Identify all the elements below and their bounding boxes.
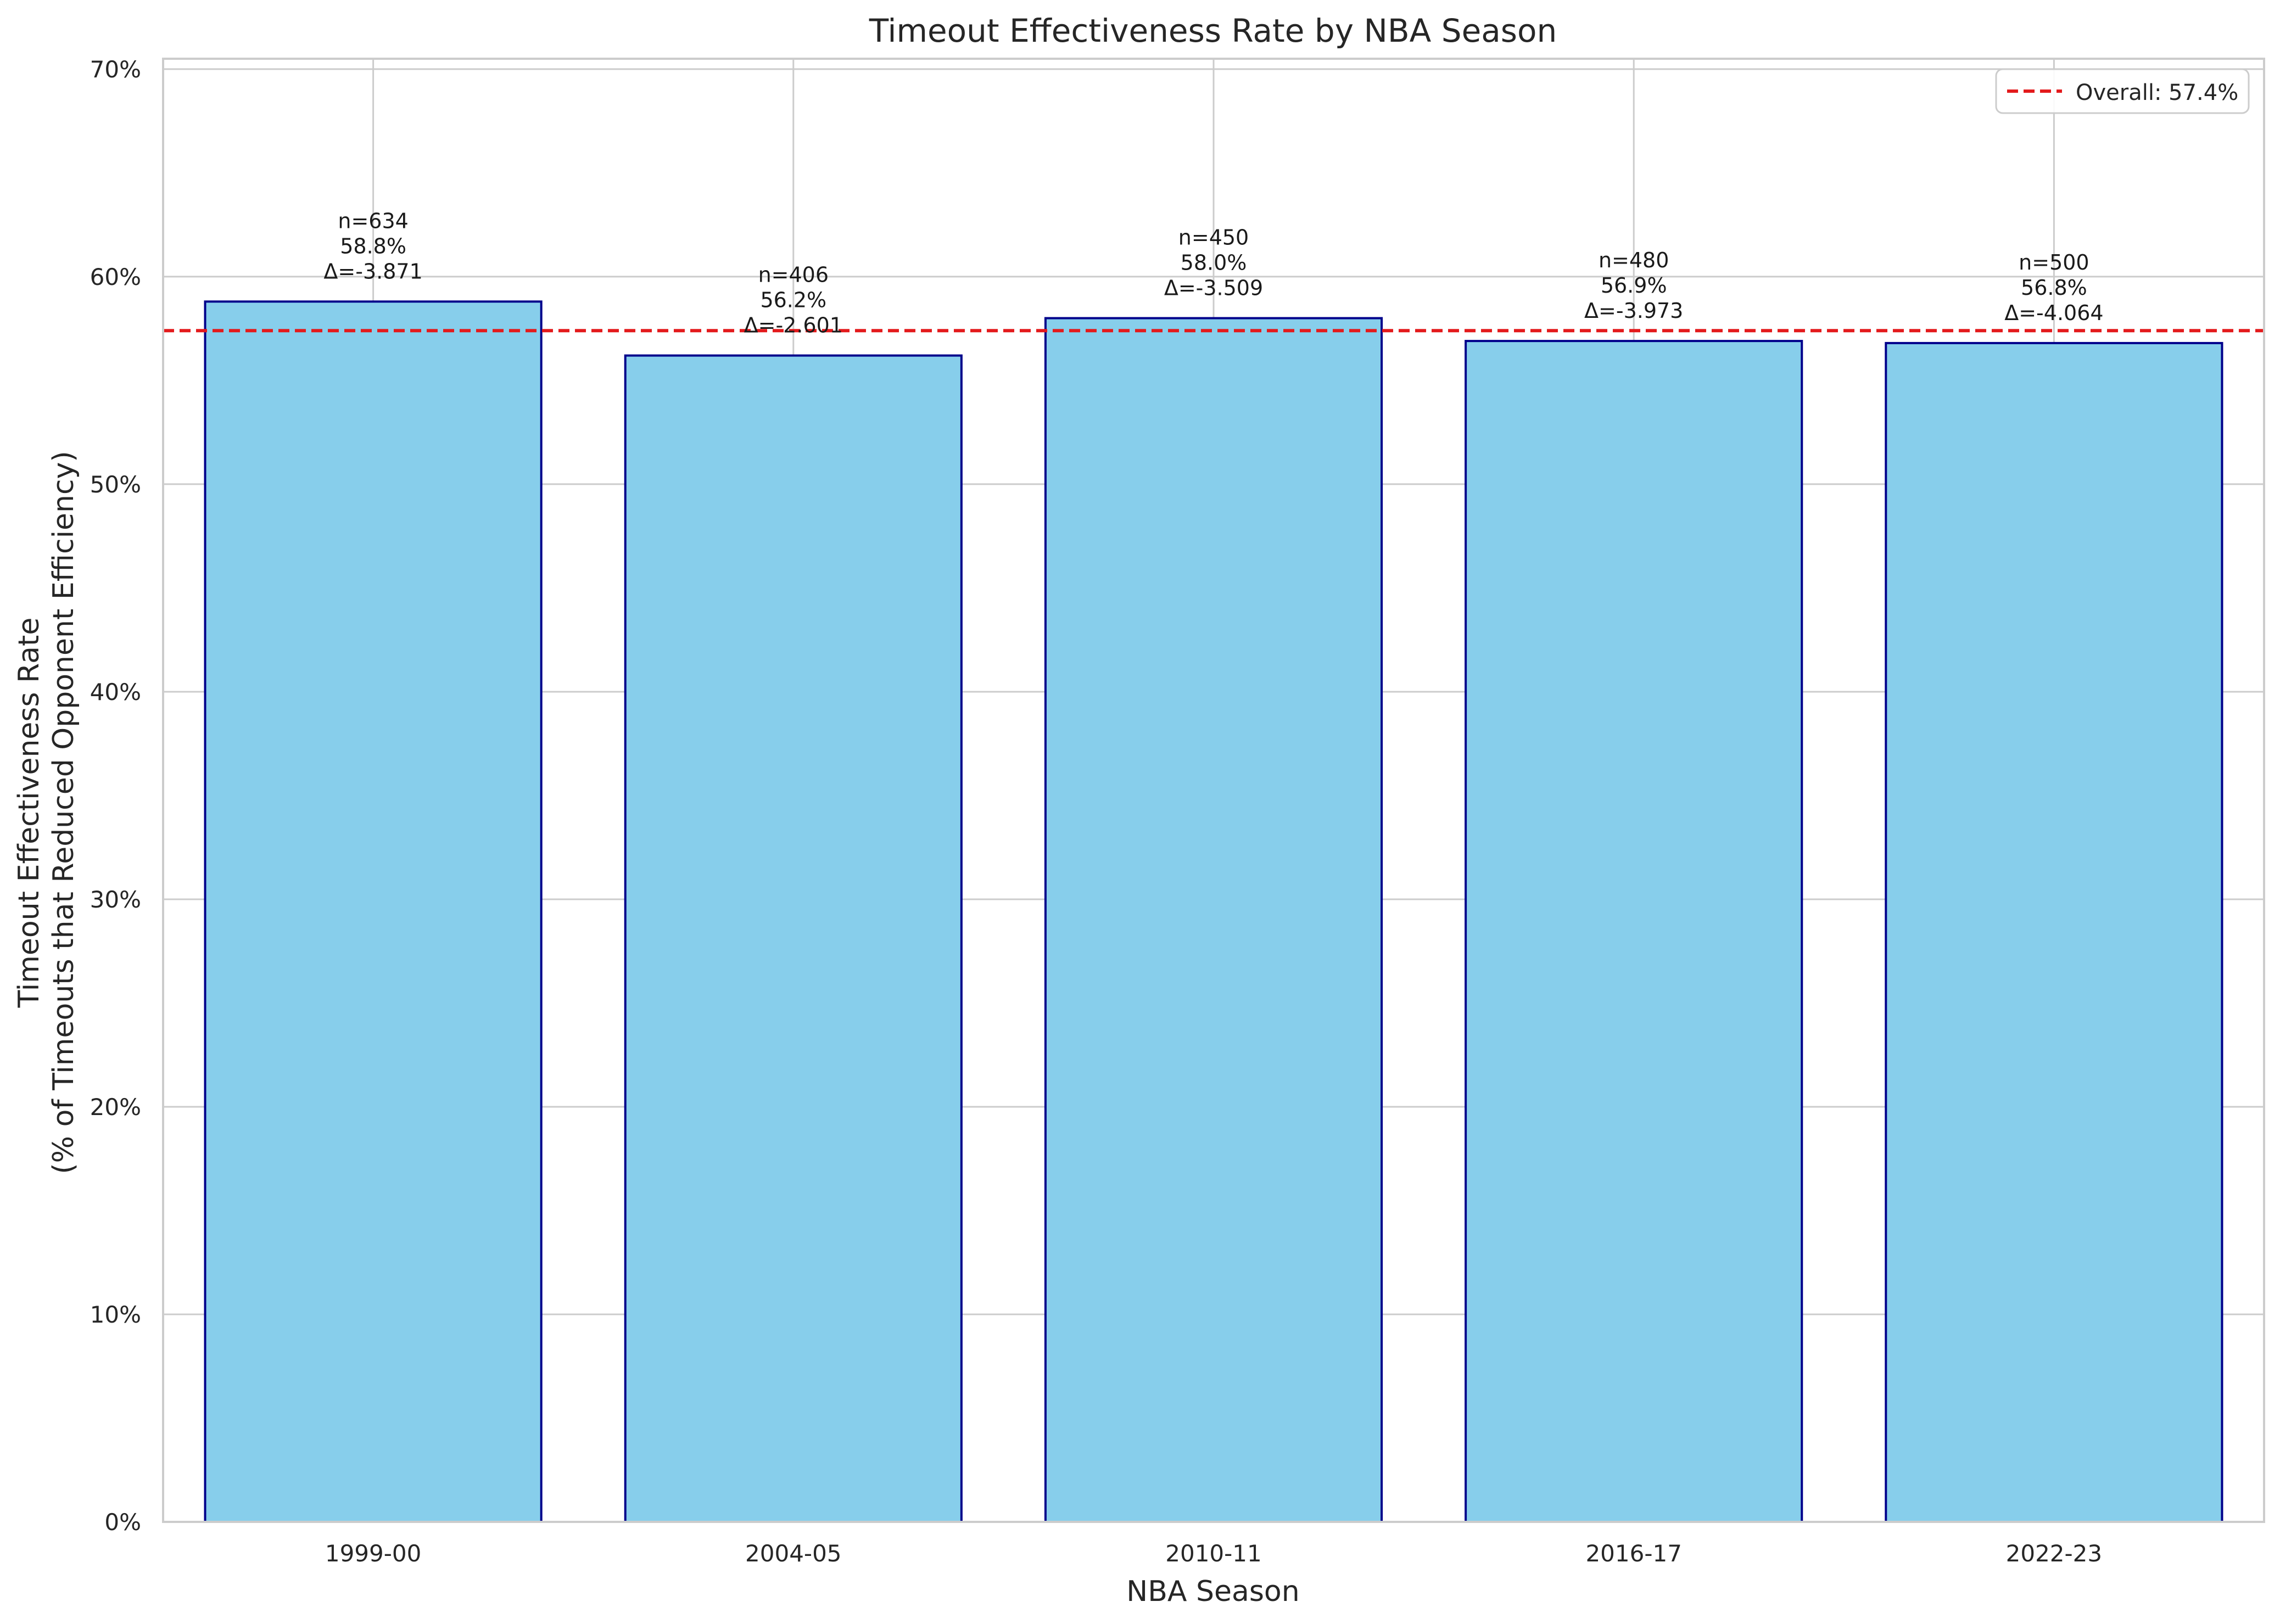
bar	[1885, 341, 2223, 1524]
y-tick-label: 20%	[90, 1094, 141, 1121]
bar-annotation-line: 58.0%	[1181, 251, 1247, 275]
plot-frame	[162, 58, 2265, 1523]
y-tick-label: 50%	[90, 471, 141, 498]
x-tick-label: 1999-00	[325, 1540, 422, 1567]
bar	[204, 300, 543, 1523]
x-axis-label: NBA Season	[1126, 1575, 1299, 1608]
bar-annotation-line: Δ=-3.871	[323, 259, 422, 283]
x-tick-label: 2022-23	[2006, 1540, 2103, 1567]
bar	[624, 354, 963, 1523]
bar-annotation-line: 56.9%	[1601, 273, 1667, 298]
bar-annotation-line: 56.8%	[2021, 276, 2087, 300]
plot-area-border	[162, 58, 2265, 1523]
x-tick-label: 2016-17	[1585, 1540, 1682, 1567]
y-tick-label: 70%	[90, 56, 141, 83]
bars	[204, 300, 2223, 1524]
bar-annotation-line: Δ=-2.601	[744, 313, 843, 338]
bar-annotation-line: Δ=-3.509	[1164, 276, 1263, 300]
bar	[1465, 340, 1803, 1523]
x-tick-label: 2004-05	[745, 1540, 842, 1567]
y-axis-label-line-2: (% of Timeouts that Reduced Opponent Eff…	[47, 451, 80, 1174]
y-tick-label: 10%	[90, 1301, 141, 1328]
legend: Overall: 57.4%	[1995, 68, 2250, 114]
bar-annotation-line: n=406	[758, 263, 829, 287]
y-tick-label: 30%	[90, 886, 141, 913]
bar-annotation-line: n=480	[1599, 248, 1669, 272]
legend-entry-overall: Overall: 57.4%	[2076, 80, 2238, 105]
tick-labels: 0% 10% 20% 30% 40% 50% 60% 70% 1999-00 2004-05 201…	[90, 56, 2103, 1567]
chart-title: Timeout Effectiveness Rate by NBA Season	[869, 12, 1557, 49]
bar-annotation-line: n=450	[1178, 226, 1249, 250]
bar	[1044, 317, 1383, 1523]
y-axis-label-line-1: Timeout Effectiveness Rate	[13, 618, 46, 1009]
bar-annotation-line: 56.2%	[760, 288, 826, 312]
y-axis-label: Timeout Effectiveness Rate (% of Timeout…	[13, 451, 80, 1174]
bar-annotation-line: n=634	[338, 209, 408, 233]
bar-annotation-line: Δ=-4.064	[2004, 301, 2103, 325]
bar-annotation-line: Δ=-3.973	[1584, 299, 1683, 323]
y-tick-label: 60%	[90, 264, 141, 290]
y-tick-label: 40%	[90, 679, 141, 705]
legend-box	[1995, 68, 2250, 114]
bar-annotation-line: 58.8%	[340, 234, 406, 258]
y-tick-label: 0%	[104, 1509, 141, 1536]
bar-annotation-line: n=500	[2019, 250, 2089, 275]
x-tick-label: 2010-11	[1165, 1540, 1262, 1567]
